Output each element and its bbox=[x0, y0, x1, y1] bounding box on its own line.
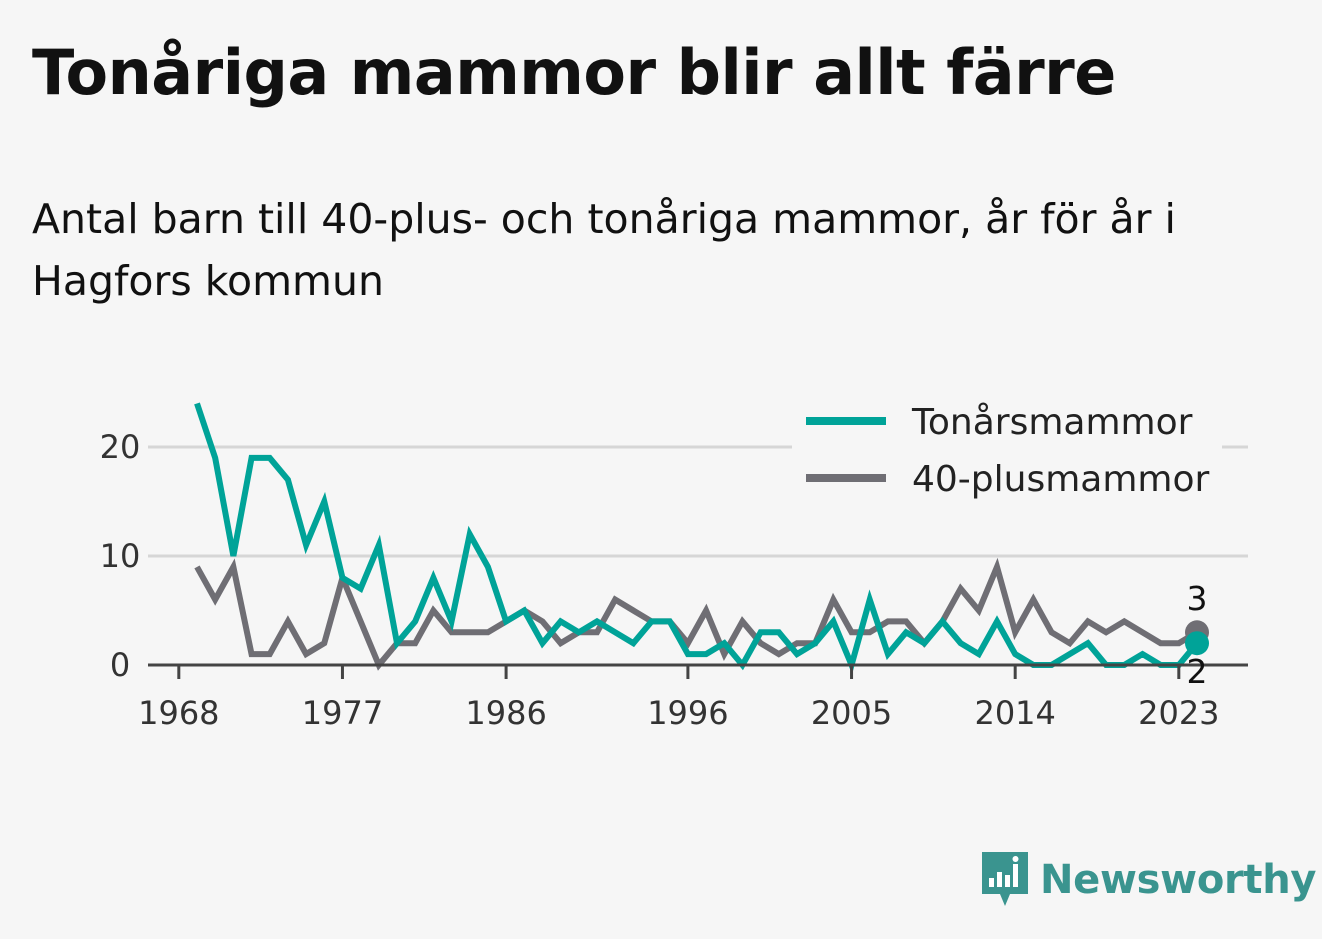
legend-label-tonarsmammor: Tonårsmammor bbox=[911, 402, 1193, 443]
x-tick-label: 2023 bbox=[1138, 694, 1219, 732]
x-tick-label: 2014 bbox=[974, 694, 1055, 732]
brand: Newsworthy bbox=[980, 850, 1317, 910]
end-label-40-plusmammor: 3 bbox=[1187, 579, 1208, 618]
chart-subtitle: Antal barn till 40-plus- och tonåriga ma… bbox=[32, 195, 1176, 305]
end-label-tonarsmammor: 2 bbox=[1187, 652, 1208, 691]
series-line-tonarsmammor bbox=[194, 402, 1200, 675]
x-tick-label: 2005 bbox=[811, 694, 892, 732]
x-tick-label: 1996 bbox=[647, 694, 728, 732]
axis-layer: 0 10 20 1968 1977 1986 1996 2005 2014 2023 bbox=[100, 428, 1248, 732]
legend-background bbox=[792, 392, 1222, 510]
series-line-40-plusmammor bbox=[194, 557, 1199, 671]
end-marker-tonarsmammor bbox=[1185, 631, 1209, 656]
x-tick-label: 1968 bbox=[138, 694, 219, 732]
newsworthy-logo-icon bbox=[982, 852, 1028, 906]
legend-label-40-plusmammor: 40-plusmammor bbox=[912, 459, 1210, 500]
y-tick-label: 0 bbox=[110, 646, 130, 684]
chart-title: Tonåriga mammor blir allt färre bbox=[32, 36, 1116, 109]
brand-name: Newsworthy bbox=[1040, 857, 1317, 903]
x-tick-label: 1977 bbox=[302, 694, 383, 732]
legend: Tonårsmammor 40-plusmammor bbox=[792, 392, 1222, 510]
series-layer bbox=[194, 402, 1200, 675]
end-markers: 32 bbox=[1185, 579, 1209, 691]
x-tick-label: 1986 bbox=[465, 694, 546, 732]
y-tick-label: 20 bbox=[100, 428, 141, 466]
y-tick-label: 10 bbox=[100, 537, 141, 575]
